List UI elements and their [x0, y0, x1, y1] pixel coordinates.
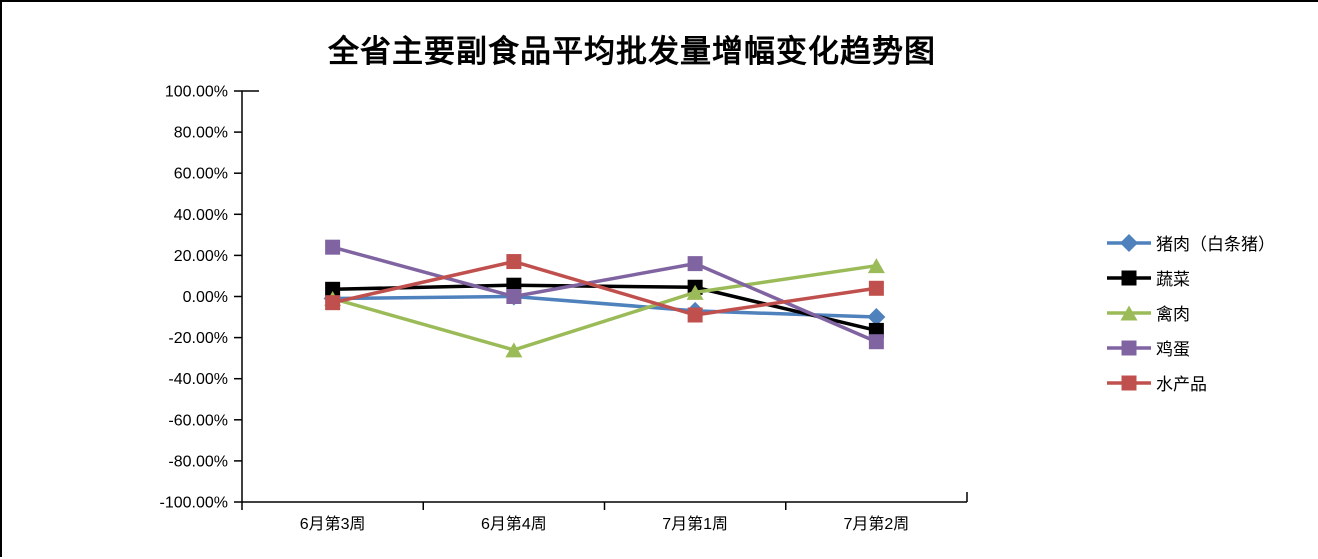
series-2-marker-triangle — [686, 284, 704, 300]
series-3-marker-square — [687, 256, 703, 272]
x-axis-category-label: 7月第1周 — [662, 515, 728, 533]
y-axis-tick-label: 80.00% — [174, 125, 228, 142]
series-line-2 — [330, 263, 879, 352]
series-line-3 — [330, 245, 879, 344]
series-0-marker-diamond — [867, 308, 886, 327]
legend-square-marker-icon — [1107, 270, 1151, 285]
y-axis-tick-label: -20.00% — [168, 330, 228, 347]
series-4-marker-square — [506, 254, 522, 270]
y-axis-tick-label: -60.00% — [168, 412, 228, 429]
x-axis-category-label: 6月第4周 — [481, 515, 547, 533]
legend-triangle-marker-icon — [1107, 305, 1151, 320]
y-axis-tick-label: 100.00% — [165, 84, 228, 101]
y-axis-tick-label: -40.00% — [168, 371, 228, 388]
x-axis-category-label: 6月第3周 — [300, 515, 366, 533]
series-line-1 — [330, 283, 879, 333]
series-2-marker-triangle — [505, 342, 523, 358]
series-4-marker-square — [868, 280, 884, 296]
legend-label: 禽肉 — [1156, 305, 1190, 324]
series-line-0 — [330, 294, 879, 319]
series-1-marker-square — [325, 281, 341, 297]
chart-title: 全省主要副食品平均批发量增幅变化趋势图 — [328, 34, 936, 70]
legend-square-glyph-icon — [1121, 375, 1137, 390]
x-axis-category-label: 7月第2周 — [843, 515, 909, 533]
legend-item-3: 鸡蛋 — [1106, 336, 1275, 359]
y-axis-tick-label: 40.00% — [174, 207, 228, 224]
series-3-marker-square — [868, 334, 884, 350]
legend-item-2: 禽肉 — [1106, 301, 1275, 324]
legend-label: 鸡蛋 — [1156, 340, 1190, 359]
series-4-marker-square — [687, 307, 703, 323]
legend-square-marker-icon — [1107, 375, 1151, 390]
legend-label: 猪肉（白条猪） — [1156, 235, 1275, 254]
series-1-marker-square — [506, 277, 522, 293]
legend-label: 水产品 — [1156, 375, 1207, 394]
y-axis-tick-label: 60.00% — [174, 166, 228, 183]
y-axis-tick-label: -80.00% — [168, 453, 228, 470]
legend-diamond-glyph-icon — [1120, 233, 1138, 252]
series-3-marker-square — [325, 239, 341, 255]
legend-item-1: 蔬菜 — [1106, 266, 1275, 289]
series-1-marker-square — [868, 322, 884, 338]
legend-square-glyph-icon — [1121, 270, 1137, 285]
series-4-marker-square — [325, 295, 341, 311]
series-2-marker-triangle — [867, 258, 885, 274]
legend-square-glyph-icon — [1121, 340, 1137, 355]
series-line-4 — [330, 259, 879, 317]
legend-item-0: 猪肉（白条猪） — [1106, 231, 1275, 254]
y-axis-tick-label: -100.00% — [160, 495, 229, 512]
legend-item-4: 水产品 — [1106, 371, 1275, 394]
legend-label: 蔬菜 — [1156, 270, 1190, 289]
y-axis-tick-label: 20.00% — [174, 248, 228, 265]
y-axis-tick-label: 0.00% — [183, 289, 228, 306]
legend-triangle-glyph-icon — [1120, 305, 1138, 320]
legend-square-marker-icon — [1107, 340, 1151, 355]
series-3-marker-square — [506, 289, 522, 304]
legend: 猪肉（白条猪） 蔬菜禽肉鸡蛋水产品 — [1106, 231, 1275, 394]
legend-diamond-marker-icon — [1107, 233, 1151, 252]
